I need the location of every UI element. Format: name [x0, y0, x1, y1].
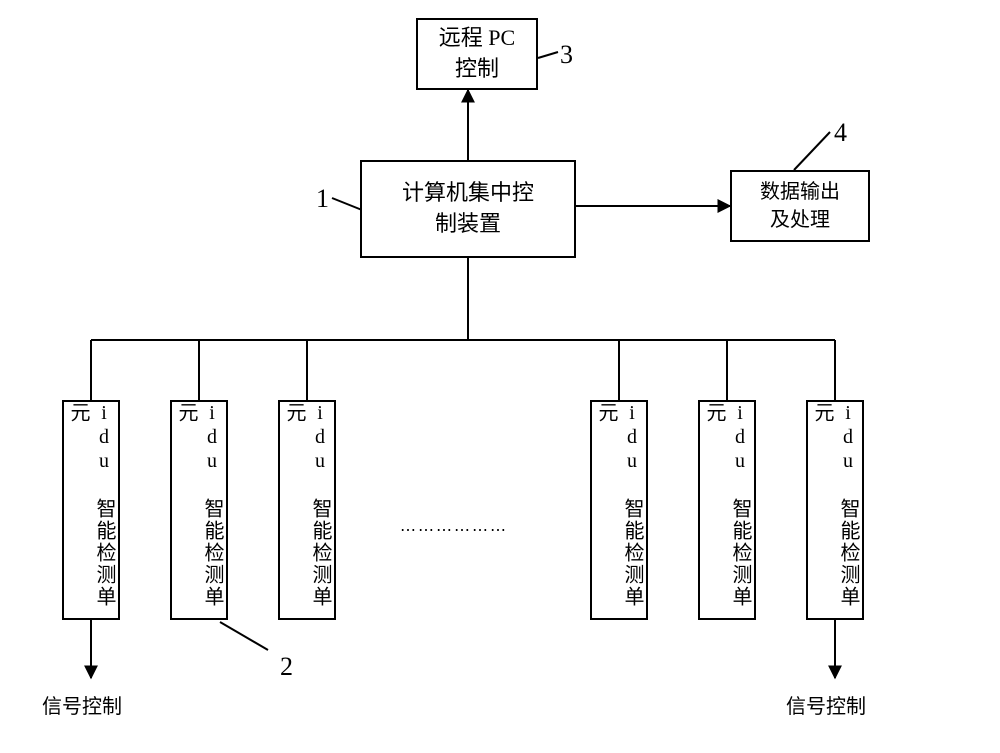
signal-control-label-right: 信号控制	[786, 690, 866, 719]
remote-pc-box: 远程 PC控制	[416, 18, 538, 90]
annotation-2: 2	[280, 652, 293, 682]
idu-unit-label: idu 智能检测单元	[701, 402, 753, 618]
idu-unit-box: idu 智能检测单元	[590, 400, 648, 620]
central-controller-label: 计算机集中控制装置	[402, 178, 534, 240]
signal-control-label-left: 信号控制	[42, 690, 122, 719]
connector-lines	[0, 0, 1000, 753]
annotation-1: 1	[316, 184, 329, 214]
idu-unit-box: idu 智能检测单元	[62, 400, 120, 620]
central-controller-box: 计算机集中控制装置	[360, 160, 576, 258]
annotation-4: 4	[834, 118, 847, 148]
annotation-3: 3	[560, 40, 573, 70]
ellipsis-indicator: ⋯⋯⋯⋯⋯⋯	[400, 520, 508, 540]
idu-unit-box: idu 智能检测单元	[170, 400, 228, 620]
remote-pc-label: 远程 PC控制	[439, 23, 515, 85]
idu-unit-box: idu 智能检测单元	[698, 400, 756, 620]
diagram-canvas: 远程 PC控制 计算机集中控制装置 数据输出及处理 1 2 3 4 idu 智能…	[0, 0, 1000, 753]
idu-unit-label: idu 智能检测单元	[593, 402, 645, 618]
idu-unit-label: idu 智能检测单元	[809, 402, 861, 618]
idu-unit-box: idu 智能检测单元	[278, 400, 336, 620]
idu-unit-box: idu 智能检测单元	[806, 400, 864, 620]
data-output-box: 数据输出及处理	[730, 170, 870, 242]
data-output-label: 数据输出及处理	[760, 178, 840, 234]
idu-unit-label: idu 智能检测单元	[281, 402, 333, 618]
idu-unit-label: idu 智能检测单元	[65, 402, 117, 618]
idu-unit-label: idu 智能检测单元	[173, 402, 225, 618]
